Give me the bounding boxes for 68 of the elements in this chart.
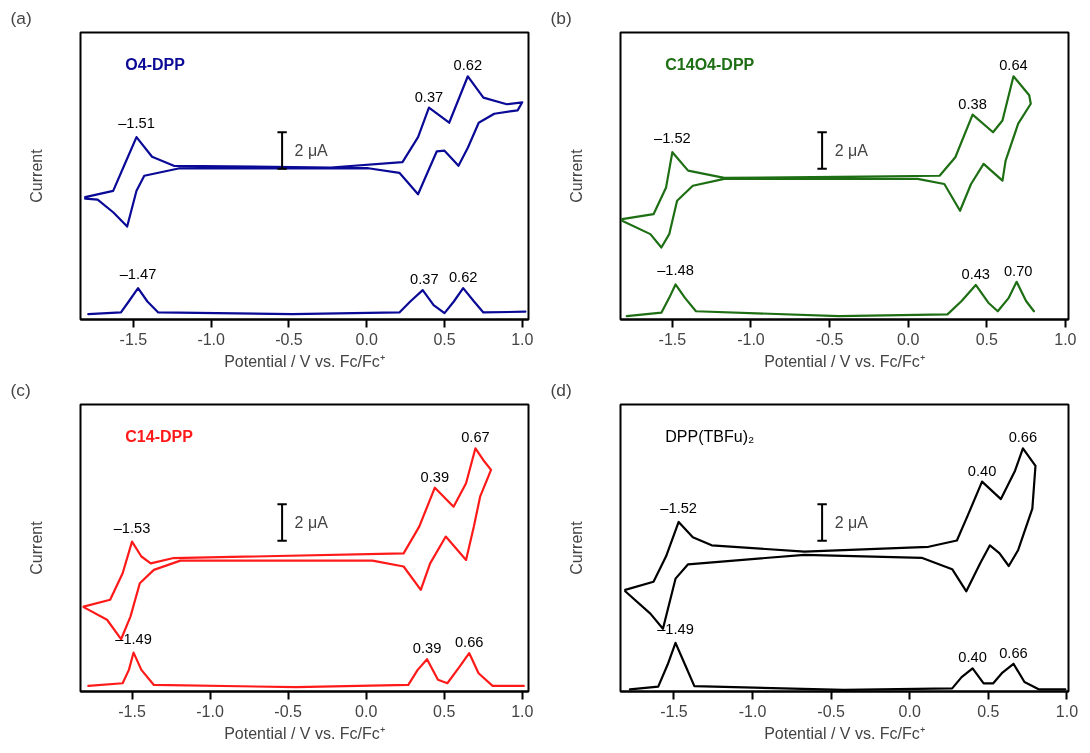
x-tick-label: -1.0 xyxy=(737,330,765,348)
chart-title: O4-DPP xyxy=(125,55,186,73)
annotation: 0.66 xyxy=(1008,429,1038,446)
x-tick-label: -0.5 xyxy=(815,330,844,348)
annotation: 0.62 xyxy=(453,57,483,74)
x-tick-label: 1.0 xyxy=(511,702,534,720)
annotation: –1.52 xyxy=(654,130,691,147)
text: (b) xyxy=(550,7,572,28)
x-tick-label: 1.0 xyxy=(511,330,534,348)
y-axis-title: Current xyxy=(27,520,45,575)
x-tick-label: 0.5 xyxy=(433,330,456,348)
x-tick-label: 0.5 xyxy=(433,702,456,720)
annotation: 0.67 xyxy=(461,429,490,446)
x-tick-label: 0.5 xyxy=(977,702,1000,720)
x-axis-title: Potential / V vs. Fc/Fc⁺ xyxy=(764,352,925,370)
y-axis-title: Current xyxy=(27,148,45,203)
annotation: 0.40 xyxy=(958,649,987,666)
annotation: 2 μA xyxy=(294,141,329,159)
x-tick-label: 0.0 xyxy=(897,330,920,348)
annotation: 0.43 xyxy=(961,265,991,282)
annotation: –1.53 xyxy=(113,519,151,536)
x-tick-label: 0.0 xyxy=(355,330,378,348)
x-tick-label: -1.0 xyxy=(196,702,224,720)
annotation: –1.51 xyxy=(118,115,155,132)
x-tick-label: -0.5 xyxy=(275,330,303,348)
annotation: –1.47 xyxy=(119,266,157,283)
annotation: 0.37 xyxy=(410,271,439,288)
x-tick-label: -0.5 xyxy=(817,702,846,720)
text: (c) xyxy=(10,379,31,400)
x-tick-label: -1.5 xyxy=(119,330,148,348)
chart-title: C14O4-DPP xyxy=(665,55,755,73)
x-axis-title: Potential / V vs. Fc/Fc⁺ xyxy=(764,724,925,742)
annotation: 0.39 xyxy=(420,468,450,485)
x-tick-label: 1.0 xyxy=(1054,330,1077,348)
x-tick-label: 0.0 xyxy=(898,702,921,720)
annotation: 0.64 xyxy=(999,57,1028,74)
text: (a) xyxy=(10,7,32,28)
x-axis-title: Potential / V vs. Fc/Fc⁺ xyxy=(224,724,385,742)
x-tick-label: 1.0 xyxy=(1055,702,1079,720)
annotation: 0.37 xyxy=(414,88,444,105)
annotation: 0.39 xyxy=(412,640,442,657)
annotation: 0.70 xyxy=(1003,262,1033,279)
annotation: –1.49 xyxy=(657,620,694,637)
x-tick-label: -1.5 xyxy=(660,702,688,720)
annotation: 0.40 xyxy=(967,462,997,479)
y-axis-title: Current xyxy=(567,520,585,575)
annotation: 0.66 xyxy=(454,634,484,651)
y-axis-title: Current xyxy=(567,148,585,203)
chart-title: DPP(TBFu)₂ xyxy=(665,427,755,445)
x-tick-label: -1.0 xyxy=(738,702,767,720)
annotation: –1.48 xyxy=(657,262,694,279)
annotation: 2 μA xyxy=(294,513,329,531)
annotation: –1.52 xyxy=(660,499,698,516)
x-tick-label: -0.5 xyxy=(274,702,302,720)
text: (d) xyxy=(550,379,572,400)
annotation: 2 μA xyxy=(834,513,869,531)
x-axis-title: Potential / V vs. Fc/Fc⁺ xyxy=(224,352,385,370)
x-tick-label: 0.5 xyxy=(975,330,998,348)
x-tick-label: -1.5 xyxy=(118,702,146,720)
annotation: 0.66 xyxy=(999,644,1028,661)
chart-title: C14-DPP xyxy=(125,427,194,445)
x-tick-label: -1.5 xyxy=(658,330,687,348)
annotation: 2 μA xyxy=(834,141,869,159)
x-tick-label: -1.0 xyxy=(197,330,226,348)
x-tick-label: 0.0 xyxy=(355,702,378,720)
annotation: 0.62 xyxy=(448,269,478,286)
annotation: 0.38 xyxy=(958,95,987,112)
annotation: –1.49 xyxy=(115,630,152,647)
